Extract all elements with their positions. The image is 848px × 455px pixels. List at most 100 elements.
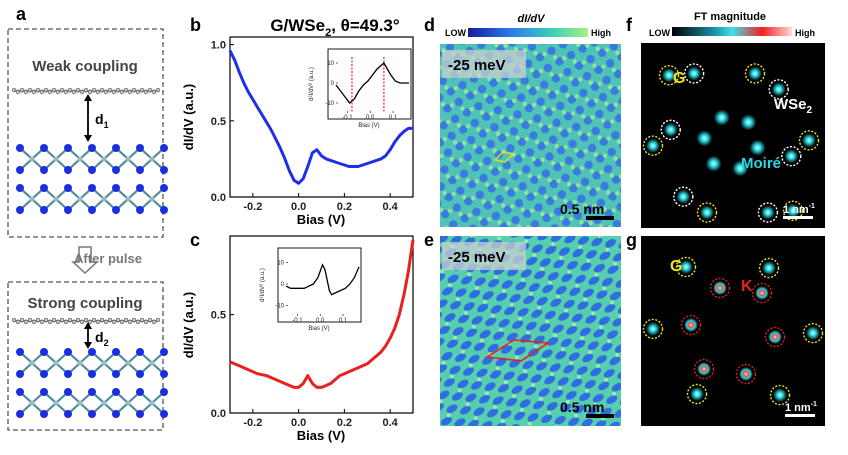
- carbon-atom: [35, 87, 41, 93]
- plot-b-frame: [229, 36, 414, 198]
- carbon-atom: [67, 317, 73, 323]
- se-atom: [112, 370, 120, 378]
- ft-spot: [760, 205, 775, 220]
- carbon-atom: [47, 319, 53, 325]
- se-atom: [136, 166, 144, 174]
- ft-spot-ring: [683, 63, 705, 84]
- wse2-layer-strong-2: [16, 388, 168, 418]
- carbon-atom: [55, 89, 61, 95]
- carbon-atom: [127, 319, 133, 325]
- inset-b: -0.1 0.0 0.1 10 0 -10: [325, 57, 409, 121]
- carbon-atom: [11, 317, 17, 323]
- panel-b: b G/WSe2, θ=49.3° -0.2 0.0 0.2 0.4 0.0 0.5 1.0…: [181, 15, 414, 227]
- plot-c-xtick-label: -0.2: [243, 417, 262, 429]
- carbon-atom: [59, 317, 65, 323]
- ft-spot: [786, 203, 800, 218]
- carbon-atom: [67, 87, 73, 93]
- se-atom: [40, 370, 48, 378]
- se-atom: [112, 348, 120, 356]
- carbon-atom: [147, 317, 153, 323]
- carbon-atom: [71, 89, 77, 95]
- ft-spot: [713, 281, 727, 295]
- carbon-atom: [155, 87, 161, 93]
- se-atom: [88, 166, 96, 174]
- inset-b-xtick-label: 0.1: [389, 115, 398, 121]
- inset-c-frame: [277, 247, 362, 323]
- carbon-atom: [43, 87, 49, 93]
- se-atom: [112, 410, 120, 418]
- after-pulse-arrow: [71, 246, 99, 275]
- carbon-atom: [43, 317, 49, 323]
- carbon-atom: [147, 87, 153, 93]
- ft-spot-ring: [782, 200, 804, 221]
- carbon-atom: [39, 89, 45, 95]
- ft-spot-ring: [758, 257, 780, 279]
- strong-coupling-label: Strong coupling: [28, 295, 143, 312]
- se-atom: [160, 410, 168, 418]
- d2-arrowhead-bottom: [84, 342, 92, 349]
- ft-spot: [784, 149, 799, 164]
- ft-g-spots: [642, 256, 824, 406]
- stm-d-energy-box: [442, 50, 526, 78]
- stm-e-energy: -25 meV: [448, 249, 506, 266]
- ft-g-label-k: K: [741, 278, 753, 295]
- se-atom: [40, 388, 48, 396]
- ft-spot-ring: [642, 135, 664, 156]
- carbon-atom: [111, 319, 117, 325]
- stm-colorbar-title: dI/dV: [518, 13, 547, 25]
- ft-colorbar-gradient: [672, 27, 792, 36]
- stm-colorbar-high: High: [591, 28, 611, 38]
- stm-e-energy-box: [442, 242, 526, 270]
- plot-b-xtick-label: 0.4: [382, 201, 398, 213]
- ft-colorbar-low: LOW: [649, 28, 670, 38]
- carbon-atom: [151, 319, 157, 325]
- ft-spot: [771, 82, 786, 97]
- carbon-atom: [79, 319, 85, 325]
- panel-f: f G WSe2 Moiré 1 nm-1: [626, 15, 825, 228]
- plot-c-xtick-label: 0.0: [291, 417, 306, 429]
- carbon-atom: [139, 317, 145, 323]
- plot-b-xtick-label: -0.2: [243, 201, 262, 213]
- inset-b-ylabel: d²I/dV² (a.u.): [309, 67, 315, 101]
- ft-spot-ring: [757, 202, 779, 223]
- se-atom: [40, 144, 48, 152]
- panel-d: d -25 meV 0.5 nm: [424, 15, 621, 227]
- plot-b-ytick-label: 1.0: [211, 40, 226, 52]
- ft-spot-ring: [769, 384, 791, 406]
- se-atom: [40, 184, 48, 192]
- ft-spot: [690, 387, 704, 401]
- stm-colorbar: dI/dV LOW High: [445, 13, 611, 38]
- w-atom: [77, 360, 83, 366]
- w-atom: [101, 360, 107, 366]
- carbon-atom: [27, 317, 33, 323]
- carbon-atom: [111, 89, 117, 95]
- se-atom: [88, 388, 96, 396]
- carbon-atom: [27, 87, 33, 93]
- ft-f-spots: [642, 63, 820, 223]
- se-atom: [16, 370, 24, 378]
- carbon-atom: [119, 89, 125, 95]
- d1-arrowhead-top: [84, 94, 92, 101]
- d2-label: d2: [95, 329, 109, 348]
- d1-arrowhead-bottom: [84, 135, 92, 142]
- ft-spot-ring: [675, 256, 697, 278]
- inset-c-xtick-label: -0.1: [292, 318, 303, 324]
- carbon-atom: [103, 89, 109, 95]
- ft-spot: [646, 321, 660, 336]
- carbon-atom: [99, 87, 105, 93]
- carbon-atom: [115, 87, 121, 93]
- ft-spot-ring: [680, 314, 702, 336]
- se-atom: [112, 166, 120, 174]
- se-atom: [40, 166, 48, 174]
- weak-coupling-box: [7, 28, 164, 238]
- inset-b-ytick-label: 0: [331, 81, 335, 87]
- ft-spot: [697, 362, 711, 376]
- w-atom: [29, 400, 35, 406]
- w-atom: [101, 196, 107, 202]
- se-atom: [40, 410, 48, 418]
- carbon-atom: [115, 317, 121, 323]
- inset-b-line: [335, 61, 409, 104]
- w-atom: [125, 400, 131, 406]
- after-pulse-label: After pulse: [74, 251, 142, 266]
- carbon-atom: [139, 87, 145, 93]
